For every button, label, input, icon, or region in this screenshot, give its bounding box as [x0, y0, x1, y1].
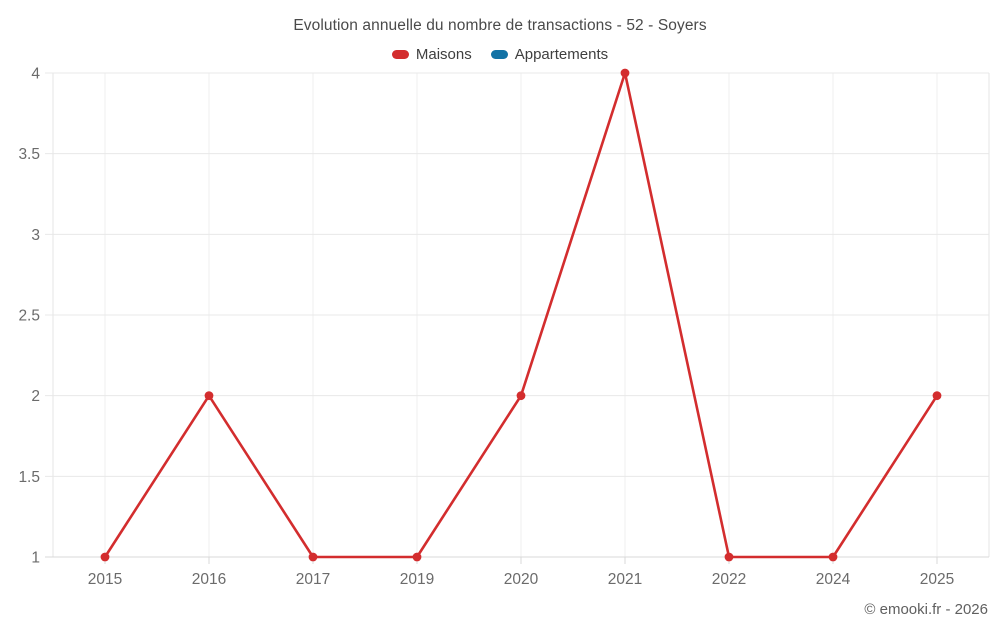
x-tick-label: 2017	[296, 571, 330, 588]
data-point-maisons[interactable]	[620, 68, 630, 78]
legend-label-maisons: Maisons	[415, 46, 472, 63]
data-point-maisons[interactable]	[308, 552, 318, 562]
x-tick-label: 2019	[400, 571, 434, 588]
y-tick-label: 4	[31, 66, 40, 83]
data-point-maisons[interactable]	[516, 391, 526, 401]
chart-legend: Maisons Appartements	[0, 46, 1000, 63]
x-tick-label: 2024	[816, 571, 851, 588]
legend-item-maisons[interactable]: Maisons	[391, 46, 472, 63]
data-point-maisons[interactable]	[724, 552, 734, 562]
x-tick-label: 2025	[920, 571, 954, 588]
x-tick-label: 2016	[192, 571, 226, 588]
appartements-legend-swatch-icon	[490, 50, 508, 59]
y-tick-label: 3.5	[18, 146, 40, 163]
copyright-text: © emooki.fr - 2026	[864, 601, 988, 618]
x-tick-label: 2015	[88, 571, 122, 588]
y-tick-label: 3	[31, 227, 40, 244]
data-point-maisons[interactable]	[204, 391, 214, 401]
x-tick-label: 2020	[504, 571, 539, 588]
x-tick-label: 2021	[608, 571, 642, 588]
y-tick-label: 1	[31, 550, 40, 567]
data-point-maisons[interactable]	[932, 391, 942, 401]
data-point-maisons[interactable]	[828, 552, 838, 562]
chart-title: Evolution annuelle du nombre de transact…	[293, 17, 707, 34]
y-tick-label: 2	[31, 388, 40, 405]
y-tick-label: 1.5	[18, 469, 40, 486]
data-point-maisons[interactable]	[412, 552, 422, 562]
data-point-maisons[interactable]	[100, 552, 110, 562]
x-tick-label: 2022	[712, 571, 746, 588]
legend-label-appartements: Appartements	[514, 46, 609, 63]
maisons-legend-swatch-icon	[391, 50, 409, 59]
y-tick-label: 2.5	[18, 308, 40, 325]
legend-item-appartements[interactable]: Appartements	[490, 46, 609, 63]
